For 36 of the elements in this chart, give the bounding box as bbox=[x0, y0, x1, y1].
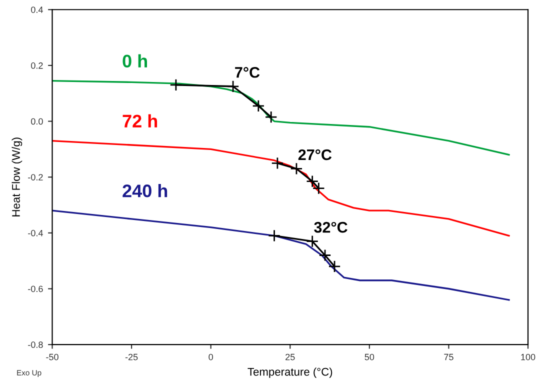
x-tick-label: 0 bbox=[208, 354, 213, 360]
annotation: 27°C bbox=[298, 149, 332, 160]
x-axis-title: Temperature (°C) bbox=[248, 368, 332, 378]
y-tick-label: -0.6 bbox=[28, 286, 43, 292]
y-tick-label: -0.8 bbox=[28, 342, 43, 348]
line-series bbox=[52, 140, 510, 237]
annotation: 7°C bbox=[235, 66, 260, 78]
y-tick-label: 0.4 bbox=[31, 6, 43, 13]
y-tick-label: -0.4 bbox=[28, 230, 43, 236]
point bbox=[312, 182, 325, 195]
x-tick-label: 100 bbox=[521, 354, 536, 360]
x-tick-label: 75 bbox=[444, 354, 454, 360]
point bbox=[306, 235, 319, 248]
x-tick-label: -50 bbox=[46, 354, 58, 360]
series-label: 72 h bbox=[122, 114, 158, 128]
point bbox=[252, 100, 265, 112]
point bbox=[271, 156, 284, 170]
point bbox=[306, 175, 319, 188]
series-label: 0 h bbox=[122, 54, 147, 68]
y-tick-label: -0.2 bbox=[28, 174, 43, 180]
series-label: 240 h bbox=[122, 184, 168, 198]
y-axis-title: Heat Flow (W/g) bbox=[12, 138, 22, 216]
annotation: 32°C bbox=[314, 222, 348, 233]
point bbox=[328, 260, 341, 273]
x-tick-label: 25 bbox=[286, 354, 295, 360]
y-tick-label: 0.2 bbox=[31, 62, 43, 69]
point bbox=[290, 162, 303, 175]
point bbox=[226, 80, 240, 93]
point bbox=[268, 229, 281, 242]
point bbox=[170, 78, 182, 92]
point bbox=[318, 249, 332, 262]
point bbox=[264, 110, 278, 124]
line-series bbox=[52, 210, 510, 301]
y-tick-label: 0.0 bbox=[31, 118, 43, 125]
x-tick-label: 50 bbox=[364, 354, 374, 360]
x-tick-label: -25 bbox=[125, 354, 138, 360]
